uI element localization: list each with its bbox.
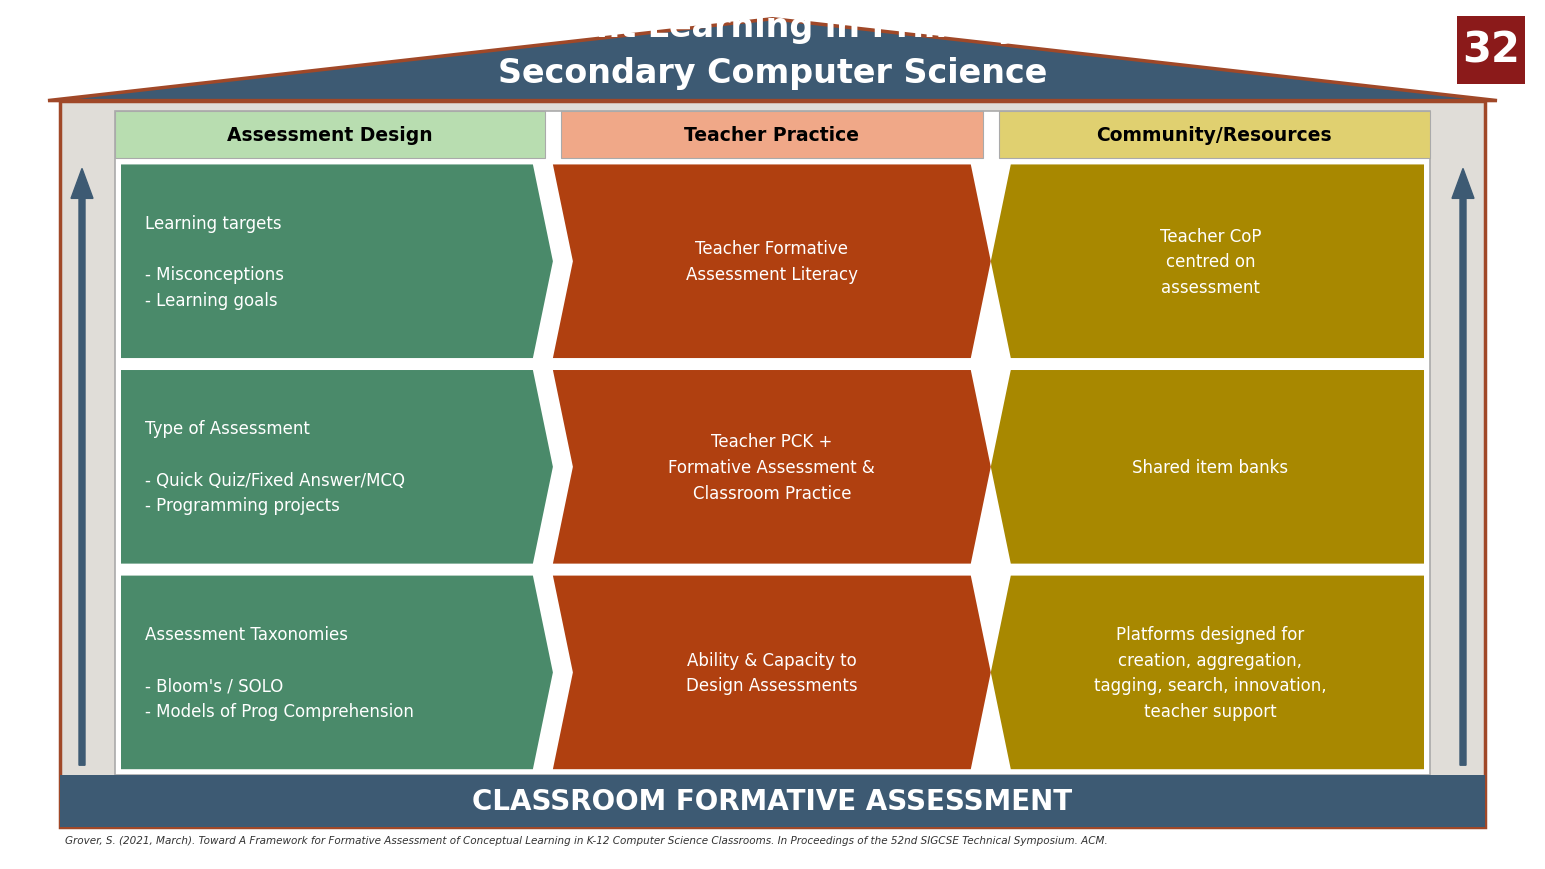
Polygon shape — [60, 102, 1485, 827]
Polygon shape — [121, 576, 553, 769]
Bar — [114, 111, 1431, 775]
Text: Learning targets

- Misconceptions
- Learning goals: Learning targets - Misconceptions - Lear… — [145, 215, 284, 309]
Polygon shape — [990, 370, 1424, 564]
Polygon shape — [990, 165, 1424, 359]
Polygon shape — [121, 165, 553, 359]
Polygon shape — [553, 165, 990, 359]
Text: Assessment Taxonomies

- Bloom's / SOLO
- Models of Prog Comprehension: Assessment Taxonomies - Bloom's / SOLO -… — [145, 625, 414, 720]
Bar — [561, 111, 983, 159]
Bar — [1457, 17, 1525, 84]
Polygon shape — [48, 20, 1497, 102]
Text: Assessment Design: Assessment Design — [227, 126, 433, 145]
Text: Type of Assessment

- Quick Quiz/Fixed Answer/MCQ
- Programming projects: Type of Assessment - Quick Quiz/Fixed An… — [145, 420, 405, 514]
Polygon shape — [553, 370, 990, 564]
Text: CLASSROOM FORMATIVE ASSESSMENT: CLASSROOM FORMATIVE ASSESSMENT — [473, 787, 1072, 815]
FancyArrow shape — [71, 169, 93, 766]
Text: Community/Resources: Community/Resources — [1097, 126, 1332, 145]
Text: Shared item banks: Shared item banks — [1132, 458, 1289, 476]
Bar — [114, 111, 545, 159]
Text: Platforms designed for
creation, aggregation,
tagging, search, innovation,
teach: Platforms designed for creation, aggrega… — [1094, 625, 1327, 720]
Text: Teacher Practice: Teacher Practice — [684, 126, 859, 145]
Polygon shape — [990, 576, 1424, 769]
Text: Teacher CoP
centred on
assessment: Teacher CoP centred on assessment — [1160, 228, 1261, 296]
Bar — [998, 111, 1431, 159]
Text: 32: 32 — [1462, 30, 1520, 71]
Text: Grover, S. (2021, March). Toward A Framework for Formative Assessment of Concept: Grover, S. (2021, March). Toward A Frame… — [65, 835, 1108, 845]
FancyArrow shape — [1452, 169, 1474, 766]
Text: Ability & Capacity to
Design Assessments: Ability & Capacity to Design Assessments — [686, 651, 857, 694]
Bar — [60, 775, 1485, 827]
Text: Teacher PCK +
Formative Assessment &
Classroom Practice: Teacher PCK + Formative Assessment & Cla… — [669, 433, 874, 502]
Text: Student Learning in Primary &
Secondary Computer Science: Student Learning in Primary & Secondary … — [485, 11, 1060, 90]
Polygon shape — [121, 370, 553, 564]
Text: Teacher Formative
Assessment Literacy: Teacher Formative Assessment Literacy — [686, 240, 857, 284]
Polygon shape — [553, 576, 990, 769]
